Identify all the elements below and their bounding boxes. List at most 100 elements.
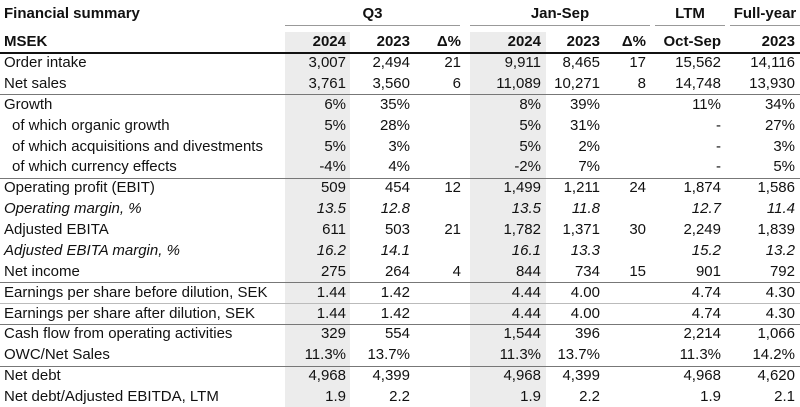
cell-value: 14,748 <box>675 74 721 92</box>
cell-value: 7% <box>578 158 600 176</box>
cell-value: 4.74 <box>691 304 721 322</box>
cell-value: 2.2 <box>389 388 410 406</box>
cell-value: 5% <box>519 116 541 134</box>
cell-value: 4.00 <box>570 304 600 322</box>
cell-value: -2% <box>514 158 541 176</box>
cell-value: 30 <box>629 221 646 239</box>
row-label: Growth <box>4 95 53 113</box>
cell-value: 6% <box>324 95 346 113</box>
cell-value: 611 <box>322 221 346 239</box>
row-rule <box>0 303 800 305</box>
cell-value: 3,007 <box>308 54 346 71</box>
cell-value: 11,089 <box>496 74 541 92</box>
cell-value: 13,930 <box>749 74 795 92</box>
row-label: Cash flow from operating activities <box>4 325 233 343</box>
cell-value: 509 <box>320 179 346 197</box>
cell-value: 11% <box>692 95 721 113</box>
cell-value: 1.9 <box>700 388 721 406</box>
row-label: Operating profit (EBIT) <box>4 179 155 197</box>
header-underline <box>285 25 460 26</box>
cell-value: 3% <box>773 137 795 155</box>
row-label: Adjusted EBITA <box>4 221 109 239</box>
cell-value: 12.7 <box>691 200 721 218</box>
cell-value: 2.1 <box>774 388 795 406</box>
cell-value: 3% <box>388 137 410 155</box>
row-label: Net debt/Adjusted EBITDA, LTM <box>4 388 219 406</box>
header-underline <box>470 25 650 26</box>
cell-value: 1.9 <box>520 388 541 406</box>
cell-value: - <box>716 116 721 134</box>
cell-value: 11.4 <box>766 200 795 218</box>
cell-value: 329 <box>320 325 346 343</box>
cell-value: 11.3% <box>499 346 541 364</box>
header-underline <box>655 25 725 26</box>
cell-value: 13.5 <box>316 200 346 218</box>
cell-value: 13.3 <box>570 241 600 259</box>
cell-value: 1,874 <box>683 179 721 197</box>
cell-value: - <box>716 137 721 155</box>
cell-value: 4.74 <box>691 283 721 301</box>
cell-value: 4,968 <box>308 367 346 385</box>
cell-value: 12 <box>444 179 461 197</box>
cell-value: 2,249 <box>683 221 721 239</box>
cell-value: 34% <box>764 95 795 113</box>
group-rule <box>0 177 800 179</box>
header-group: Q3 <box>362 5 383 22</box>
group-rule <box>0 365 800 367</box>
table-title: Financial summary <box>4 5 140 22</box>
cell-value: 4,399 <box>372 367 410 385</box>
column-header: Δ% <box>621 33 646 50</box>
cell-value: 31% <box>569 116 600 134</box>
cell-value: 454 <box>384 179 410 197</box>
cell-value: 21 <box>444 54 461 71</box>
row-label: of which acquisitions and divestments <box>12 137 263 155</box>
cell-value: 5% <box>324 116 346 134</box>
column-header: 2023 <box>376 33 410 50</box>
header-rule <box>0 52 800 54</box>
column-header: 2023 <box>761 33 795 50</box>
cell-value: 4.30 <box>765 283 795 301</box>
cell-value: 2,494 <box>372 54 410 71</box>
cell-value: 11.3% <box>679 346 721 364</box>
column-header: Oct-Sep <box>663 33 721 50</box>
cell-value: 1.9 <box>325 388 346 406</box>
header-group: Full-year <box>733 5 797 22</box>
row-label: of which currency effects <box>12 158 177 176</box>
row-label: of which organic growth <box>12 116 170 134</box>
cell-value: 3,761 <box>308 74 346 92</box>
cell-value: 264 <box>384 262 410 280</box>
cell-value: 14.2% <box>752 346 795 364</box>
cell-value: 13.5 <box>511 200 541 218</box>
cell-value: 10,271 <box>554 74 600 92</box>
row-label: OWC/Net Sales <box>4 346 110 364</box>
column-header: Δ% <box>436 33 461 50</box>
cell-value: 1,066 <box>757 325 795 343</box>
cell-value: 39% <box>569 95 600 113</box>
cell-value: 1.42 <box>380 304 410 322</box>
cell-value: 5% <box>773 158 795 176</box>
cell-value: 35% <box>379 95 410 113</box>
cell-value: 13.2 <box>765 241 795 259</box>
row-label: Net income <box>4 262 80 280</box>
cell-value: 11.3% <box>304 346 346 364</box>
cell-value: 2,214 <box>683 325 721 343</box>
cell-value: 15 <box>629 262 646 280</box>
cell-value: 734 <box>574 262 600 280</box>
cell-value: 27% <box>764 116 795 134</box>
cell-value: 1.44 <box>316 283 346 301</box>
cell-value: 14.1 <box>380 241 410 259</box>
cell-value: 4,968 <box>503 367 541 385</box>
cell-value: 4.44 <box>511 283 541 301</box>
cell-value: 4.00 <box>570 283 600 301</box>
cell-value: 2.2 <box>579 388 600 406</box>
cell-value: 396 <box>574 325 600 343</box>
cell-value: 844 <box>515 262 541 280</box>
row-label: Net sales <box>4 74 67 92</box>
cell-value: 1,839 <box>757 221 795 239</box>
cell-value: 13.7% <box>367 346 410 364</box>
cell-value: 6 <box>452 74 461 92</box>
cell-value: 1,211 <box>563 179 600 197</box>
cell-value: 21 <box>444 221 461 239</box>
cell-value: 9,911 <box>504 54 541 71</box>
